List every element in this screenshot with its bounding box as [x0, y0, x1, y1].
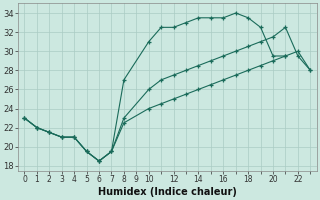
X-axis label: Humidex (Indice chaleur): Humidex (Indice chaleur) [98, 187, 237, 197]
